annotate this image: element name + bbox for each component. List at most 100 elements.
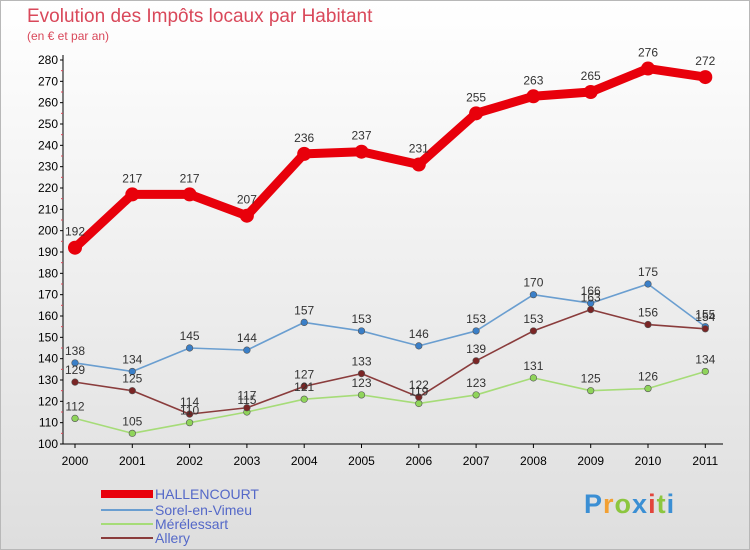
data-label: 163 bbox=[581, 291, 601, 305]
data-point bbox=[644, 320, 652, 329]
data-point bbox=[587, 306, 595, 314]
logo-letter: P bbox=[584, 489, 604, 519]
data-point bbox=[698, 70, 713, 85]
chart-title: Evolution des Impôts locaux par Habitant bbox=[27, 6, 373, 27]
data-label: 146 bbox=[409, 327, 429, 341]
y-tick-label: 210 bbox=[38, 202, 58, 216]
proxiti-logo: Proxiti bbox=[584, 489, 675, 520]
data-point bbox=[300, 318, 308, 327]
data-label: 112 bbox=[65, 399, 84, 413]
data-label: 276 bbox=[638, 46, 658, 60]
data-point bbox=[186, 419, 194, 427]
data-label: 133 bbox=[351, 355, 371, 369]
data-point bbox=[701, 325, 709, 333]
data-label: 153 bbox=[351, 312, 371, 326]
data-point bbox=[583, 85, 598, 99]
data-point bbox=[641, 61, 655, 76]
data-label: 134 bbox=[122, 352, 142, 366]
data-label: 217 bbox=[122, 171, 142, 185]
data-point bbox=[71, 414, 79, 423]
data-label: 125 bbox=[581, 372, 601, 386]
data-point bbox=[529, 327, 538, 335]
chart-subtitle: (en € et par an) bbox=[27, 29, 110, 43]
data-point bbox=[701, 367, 709, 376]
data-point bbox=[68, 240, 82, 255]
data-label: 144 bbox=[237, 331, 257, 345]
data-label: 265 bbox=[581, 69, 601, 83]
data-point bbox=[529, 291, 538, 299]
data-label: 127 bbox=[294, 367, 314, 381]
y-tick-label: 260 bbox=[38, 96, 58, 110]
logo-letter: o bbox=[614, 489, 633, 519]
y-tick-label: 280 bbox=[38, 53, 58, 67]
y-tick-label: 190 bbox=[38, 245, 58, 259]
data-point bbox=[357, 370, 366, 378]
data-point bbox=[243, 404, 251, 412]
data-label: 145 bbox=[180, 329, 200, 343]
data-point bbox=[125, 187, 140, 202]
x-tick-label: 2009 bbox=[577, 454, 604, 468]
y-tick-label: 130 bbox=[38, 373, 58, 387]
data-label: 153 bbox=[466, 312, 486, 326]
data-label: 138 bbox=[65, 344, 85, 358]
data-point bbox=[472, 391, 480, 399]
x-tick-label: 2011 bbox=[692, 454, 718, 468]
data-label: 115 bbox=[237, 393, 256, 407]
legend-label: Mérélessart bbox=[155, 516, 229, 532]
data-label: 110 bbox=[180, 404, 199, 418]
y-tick-label: 150 bbox=[38, 330, 58, 344]
legend-item-allery: Allery bbox=[101, 531, 190, 545]
x-tick-label: 2007 bbox=[463, 454, 490, 468]
data-point bbox=[469, 106, 484, 121]
data-point bbox=[526, 89, 541, 104]
data-point bbox=[297, 146, 312, 161]
data-label: 114 bbox=[180, 395, 199, 409]
y-tick-label: 100 bbox=[38, 437, 58, 451]
legend-swatch bbox=[101, 509, 153, 511]
data-label: 121 bbox=[294, 380, 314, 394]
data-point bbox=[529, 374, 538, 382]
data-label: 119 bbox=[409, 384, 428, 398]
y-tick-label: 250 bbox=[38, 117, 58, 131]
y-tick-label: 120 bbox=[38, 394, 58, 408]
data-label: 207 bbox=[237, 193, 257, 207]
data-point bbox=[300, 395, 308, 403]
data-label: 134 bbox=[695, 352, 715, 366]
x-tick-label: 2010 bbox=[635, 454, 662, 468]
data-point bbox=[472, 327, 480, 335]
y-tick-label: 200 bbox=[38, 224, 58, 238]
x-tick-label: 2006 bbox=[405, 454, 432, 468]
data-label: 117 bbox=[237, 389, 256, 403]
x-tick-label: 2004 bbox=[291, 454, 318, 468]
data-point bbox=[472, 357, 480, 365]
x-tick-label: 2003 bbox=[234, 454, 261, 468]
y-tick-label: 110 bbox=[39, 416, 58, 430]
legend-label: Sorel-en-Vimeu bbox=[155, 502, 253, 518]
legend-label: HALLENCOURT bbox=[155, 486, 259, 502]
data-label: 105 bbox=[122, 414, 142, 428]
data-label: 122 bbox=[409, 378, 429, 392]
x-tick-label: 2005 bbox=[348, 454, 375, 468]
logo-letter: i bbox=[666, 489, 676, 519]
data-label: 129 bbox=[65, 363, 85, 377]
y-tick-label: 140 bbox=[38, 352, 58, 366]
legend-item-merelessart: Mérélessart bbox=[101, 517, 228, 531]
data-point bbox=[411, 157, 426, 172]
data-label: 272 bbox=[695, 54, 715, 68]
series-line bbox=[74, 283, 707, 373]
x-tick-label: 2002 bbox=[176, 454, 203, 468]
legend-swatch bbox=[101, 523, 153, 525]
data-point bbox=[644, 280, 652, 288]
data-point bbox=[415, 399, 423, 408]
y-tick-label: 160 bbox=[38, 309, 58, 323]
data-label: 154 bbox=[695, 310, 715, 324]
data-point bbox=[644, 384, 652, 393]
data-label: 123 bbox=[466, 376, 486, 390]
data-point bbox=[415, 393, 423, 401]
data-label: 125 bbox=[122, 372, 142, 386]
data-point bbox=[354, 144, 369, 159]
data-point bbox=[243, 346, 251, 354]
data-point bbox=[415, 342, 423, 350]
